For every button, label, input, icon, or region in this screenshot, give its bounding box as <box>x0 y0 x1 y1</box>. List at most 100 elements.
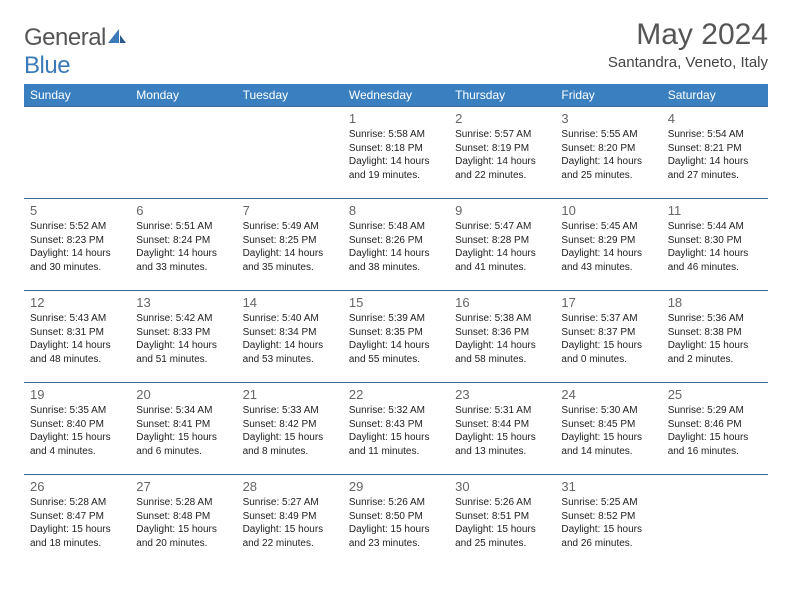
day-details: Sunrise: 5:38 AMSunset: 8:36 PMDaylight:… <box>455 312 549 366</box>
calendar-cell <box>24 107 130 199</box>
day-details: Sunrise: 5:54 AMSunset: 8:21 PMDaylight:… <box>668 128 762 182</box>
day-number: 22 <box>349 387 443 402</box>
day-details: Sunrise: 5:52 AMSunset: 8:23 PMDaylight:… <box>30 220 124 274</box>
day-details: Sunrise: 5:47 AMSunset: 8:28 PMDaylight:… <box>455 220 549 274</box>
day-number: 31 <box>561 479 655 494</box>
calendar-row: 26 Sunrise: 5:28 AMSunset: 8:47 PMDayligh… <box>24 475 768 567</box>
brand-name-right: Blue <box>24 52 70 79</box>
day-number: 16 <box>455 295 549 310</box>
day-number: 4 <box>668 111 762 126</box>
weekday-header-row: Sunday Monday Tuesday Wednesday Thursday… <box>24 84 768 107</box>
day-details: Sunrise: 5:31 AMSunset: 8:44 PMDaylight:… <box>455 404 549 458</box>
day-details: Sunrise: 5:34 AMSunset: 8:41 PMDaylight:… <box>136 404 230 458</box>
calendar-cell: 27 Sunrise: 5:28 AMSunset: 8:48 PMDayligh… <box>130 475 236 567</box>
calendar-cell: 16 Sunrise: 5:38 AMSunset: 8:36 PMDayligh… <box>449 291 555 383</box>
day-number: 26 <box>30 479 124 494</box>
calendar-cell: 1 Sunrise: 5:58 AMSunset: 8:18 PMDaylight… <box>343 107 449 199</box>
day-number: 20 <box>136 387 230 402</box>
day-number: 24 <box>561 387 655 402</box>
calendar-cell: 25 Sunrise: 5:29 AMSunset: 8:46 PMDayligh… <box>662 383 768 475</box>
calendar-cell: 15Sunrise: 5:39 AMSunset: 8:35 PMDayligh… <box>343 291 449 383</box>
calendar-cell: 8 Sunrise: 5:48 AMSunset: 8:26 PMDaylight… <box>343 199 449 291</box>
day-number: 3 <box>561 111 655 126</box>
calendar-cell: 10 Sunrise: 5:45 AMSunset: 8:29 PMDayligh… <box>555 199 661 291</box>
sail-icon <box>106 27 128 45</box>
day-details: Sunrise: 5:45 AMSunset: 8:29 PMDaylight:… <box>561 220 655 274</box>
day-details: Sunrise: 5:37 AMSunset: 8:37 PMDaylight:… <box>561 312 655 366</box>
day-number: 28 <box>243 479 337 494</box>
calendar-cell: 29 Sunrise: 5:26 AMSunset: 8:50 PMDayligh… <box>343 475 449 567</box>
day-number: 21 <box>243 387 337 402</box>
day-details: Sunrise: 5:26 AMSunset: 8:51 PMDaylight:… <box>455 496 549 550</box>
day-details: Sunrise: 5:58 AMSunset: 8:18 PMDaylight:… <box>349 128 443 182</box>
weekday-header: Sunday <box>24 84 130 107</box>
day-number: 1 <box>349 111 443 126</box>
calendar-cell: 24Sunrise: 5:30 AMSunset: 8:45 PMDayligh… <box>555 383 661 475</box>
day-details: Sunrise: 5:28 AMSunset: 8:47 PMDaylight:… <box>30 496 124 550</box>
day-number: 9 <box>455 203 549 218</box>
title-block: May 2024 Santandra, Veneto, Italy <box>608 18 768 77</box>
day-number: 7 <box>243 203 337 218</box>
day-number: 12 <box>30 295 124 310</box>
calendar-cell: 18 Sunrise: 5:36 AMSunset: 8:38 PMDayligh… <box>662 291 768 383</box>
calendar-cell: 5 Sunrise: 5:52 AMSunset: 8:23 PMDaylight… <box>24 199 130 291</box>
calendar-cell: 9 Sunrise: 5:47 AMSunset: 8:28 PMDaylight… <box>449 199 555 291</box>
day-number: 5 <box>30 203 124 218</box>
calendar-cell: 28 Sunrise: 5:27 AMSunset: 8:49 PMDayligh… <box>237 475 343 567</box>
day-details: Sunrise: 5:57 AMSunset: 8:19 PMDaylight:… <box>455 128 549 182</box>
day-details: Sunrise: 5:33 AMSunset: 8:42 PMDaylight:… <box>243 404 337 458</box>
calendar-row: 19 Sunrise: 5:35 AMSunset: 8:40 PMDayligh… <box>24 383 768 475</box>
day-details: Sunrise: 5:29 AMSunset: 8:46 PMDaylight:… <box>668 404 762 458</box>
calendar-cell: 31 Sunrise: 5:25 AMSunset: 8:52 PMDayligh… <box>555 475 661 567</box>
calendar-cell: 30 Sunrise: 5:26 AMSunset: 8:51 PMDayligh… <box>449 475 555 567</box>
day-details: Sunrise: 5:55 AMSunset: 8:20 PMDaylight:… <box>561 128 655 182</box>
day-number: 19 <box>30 387 124 402</box>
day-number: 25 <box>668 387 762 402</box>
day-number: 29 <box>349 479 443 494</box>
day-number: 13 <box>136 295 230 310</box>
day-number: 17 <box>561 295 655 310</box>
calendar-cell: 3 Sunrise: 5:55 AMSunset: 8:20 PMDaylight… <box>555 107 661 199</box>
day-details: Sunrise: 5:28 AMSunset: 8:48 PMDaylight:… <box>136 496 230 550</box>
day-details: Sunrise: 5:25 AMSunset: 8:52 PMDaylight:… <box>561 496 655 550</box>
brand-name-left: General <box>24 24 106 51</box>
day-number: 30 <box>455 479 549 494</box>
day-number: 14 <box>243 295 337 310</box>
calendar-cell: 12 Sunrise: 5:43 AMSunset: 8:31 PMDayligh… <box>24 291 130 383</box>
day-number: 6 <box>136 203 230 218</box>
day-number: 18 <box>668 295 762 310</box>
day-details: Sunrise: 5:48 AMSunset: 8:26 PMDaylight:… <box>349 220 443 274</box>
location-label: Santandra, Veneto, Italy <box>608 54 768 71</box>
calendar-cell <box>662 475 768 567</box>
calendar-cell: 7 Sunrise: 5:49 AMSunset: 8:25 PMDaylight… <box>237 199 343 291</box>
calendar-cell <box>130 107 236 199</box>
day-details: Sunrise: 5:42 AMSunset: 8:33 PMDaylight:… <box>136 312 230 366</box>
calendar-cell: 23Sunrise: 5:31 AMSunset: 8:44 PMDayligh… <box>449 383 555 475</box>
calendar-cell: 19 Sunrise: 5:35 AMSunset: 8:40 PMDayligh… <box>24 383 130 475</box>
day-details: Sunrise: 5:27 AMSunset: 8:49 PMDaylight:… <box>243 496 337 550</box>
day-details: Sunrise: 5:43 AMSunset: 8:31 PMDaylight:… <box>30 312 124 366</box>
day-number: 8 <box>349 203 443 218</box>
day-number: 2 <box>455 111 549 126</box>
calendar-cell: 21 Sunrise: 5:33 AMSunset: 8:42 PMDayligh… <box>237 383 343 475</box>
day-number: 10 <box>561 203 655 218</box>
day-details: Sunrise: 5:32 AMSunset: 8:43 PMDaylight:… <box>349 404 443 458</box>
day-details: Sunrise: 5:40 AMSunset: 8:34 PMDaylight:… <box>243 312 337 366</box>
day-details: Sunrise: 5:26 AMSunset: 8:50 PMDaylight:… <box>349 496 443 550</box>
calendar-cell: 17 Sunrise: 5:37 AMSunset: 8:37 PMDayligh… <box>555 291 661 383</box>
day-details: Sunrise: 5:36 AMSunset: 8:38 PMDaylight:… <box>668 312 762 366</box>
day-details: Sunrise: 5:35 AMSunset: 8:40 PMDaylight:… <box>30 404 124 458</box>
month-title: May 2024 <box>608 18 768 52</box>
day-details: Sunrise: 5:49 AMSunset: 8:25 PMDaylight:… <box>243 220 337 274</box>
calendar-row: 5 Sunrise: 5:52 AMSunset: 8:23 PMDaylight… <box>24 199 768 291</box>
weekday-header: Tuesday <box>237 84 343 107</box>
calendar-cell: 26 Sunrise: 5:28 AMSunset: 8:47 PMDayligh… <box>24 475 130 567</box>
calendar-table: Sunday Monday Tuesday Wednesday Thursday… <box>24 84 768 567</box>
day-details: Sunrise: 5:44 AMSunset: 8:30 PMDaylight:… <box>668 220 762 274</box>
weekday-header: Saturday <box>662 84 768 107</box>
day-details: Sunrise: 5:39 AMSunset: 8:35 PMDaylight:… <box>349 312 443 366</box>
calendar-cell: 14 Sunrise: 5:40 AMSunset: 8:34 PMDayligh… <box>237 291 343 383</box>
calendar-cell: 20 Sunrise: 5:34 AMSunset: 8:41 PMDayligh… <box>130 383 236 475</box>
day-number: 27 <box>136 479 230 494</box>
weekday-header: Monday <box>130 84 236 107</box>
